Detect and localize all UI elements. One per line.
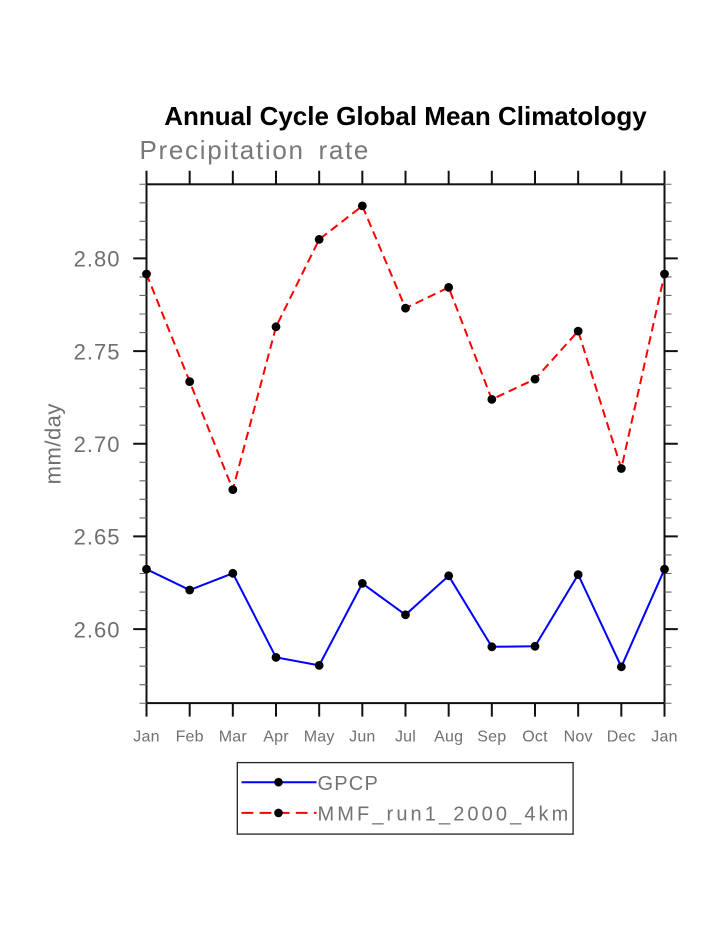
svg-text:2.70: 2.70 <box>74 432 121 457</box>
svg-text:Precipitation rate: Precipitation rate <box>140 135 371 165</box>
svg-text:Jun: Jun <box>349 729 375 746</box>
svg-text:MMF_run1_2000_4km: MMF_run1_2000_4km <box>318 804 572 826</box>
svg-text:Oct: Oct <box>522 729 548 746</box>
svg-text:May: May <box>304 729 335 746</box>
svg-text:Jan: Jan <box>651 729 677 746</box>
svg-text:Jan: Jan <box>133 729 159 746</box>
svg-text:2.65: 2.65 <box>74 525 121 550</box>
svg-text:mm/day: mm/day <box>41 403 66 484</box>
svg-text:GPCP: GPCP <box>318 773 379 795</box>
svg-text:2.60: 2.60 <box>74 617 121 642</box>
svg-text:Apr: Apr <box>263 729 289 746</box>
svg-text:Aug: Aug <box>434 729 463 746</box>
svg-text:Sep: Sep <box>477 729 506 746</box>
svg-text:Jul: Jul <box>395 729 416 746</box>
svg-text:2.75: 2.75 <box>74 339 121 364</box>
svg-text:2.80: 2.80 <box>74 247 121 272</box>
svg-text:Mar: Mar <box>219 729 248 746</box>
svg-text:Annual Cycle Global Mean Clima: Annual Cycle Global Mean Climatology <box>164 101 647 131</box>
svg-text:Dec: Dec <box>607 729 636 746</box>
svg-text:Feb: Feb <box>176 729 204 746</box>
svg-text:Nov: Nov <box>564 729 593 746</box>
